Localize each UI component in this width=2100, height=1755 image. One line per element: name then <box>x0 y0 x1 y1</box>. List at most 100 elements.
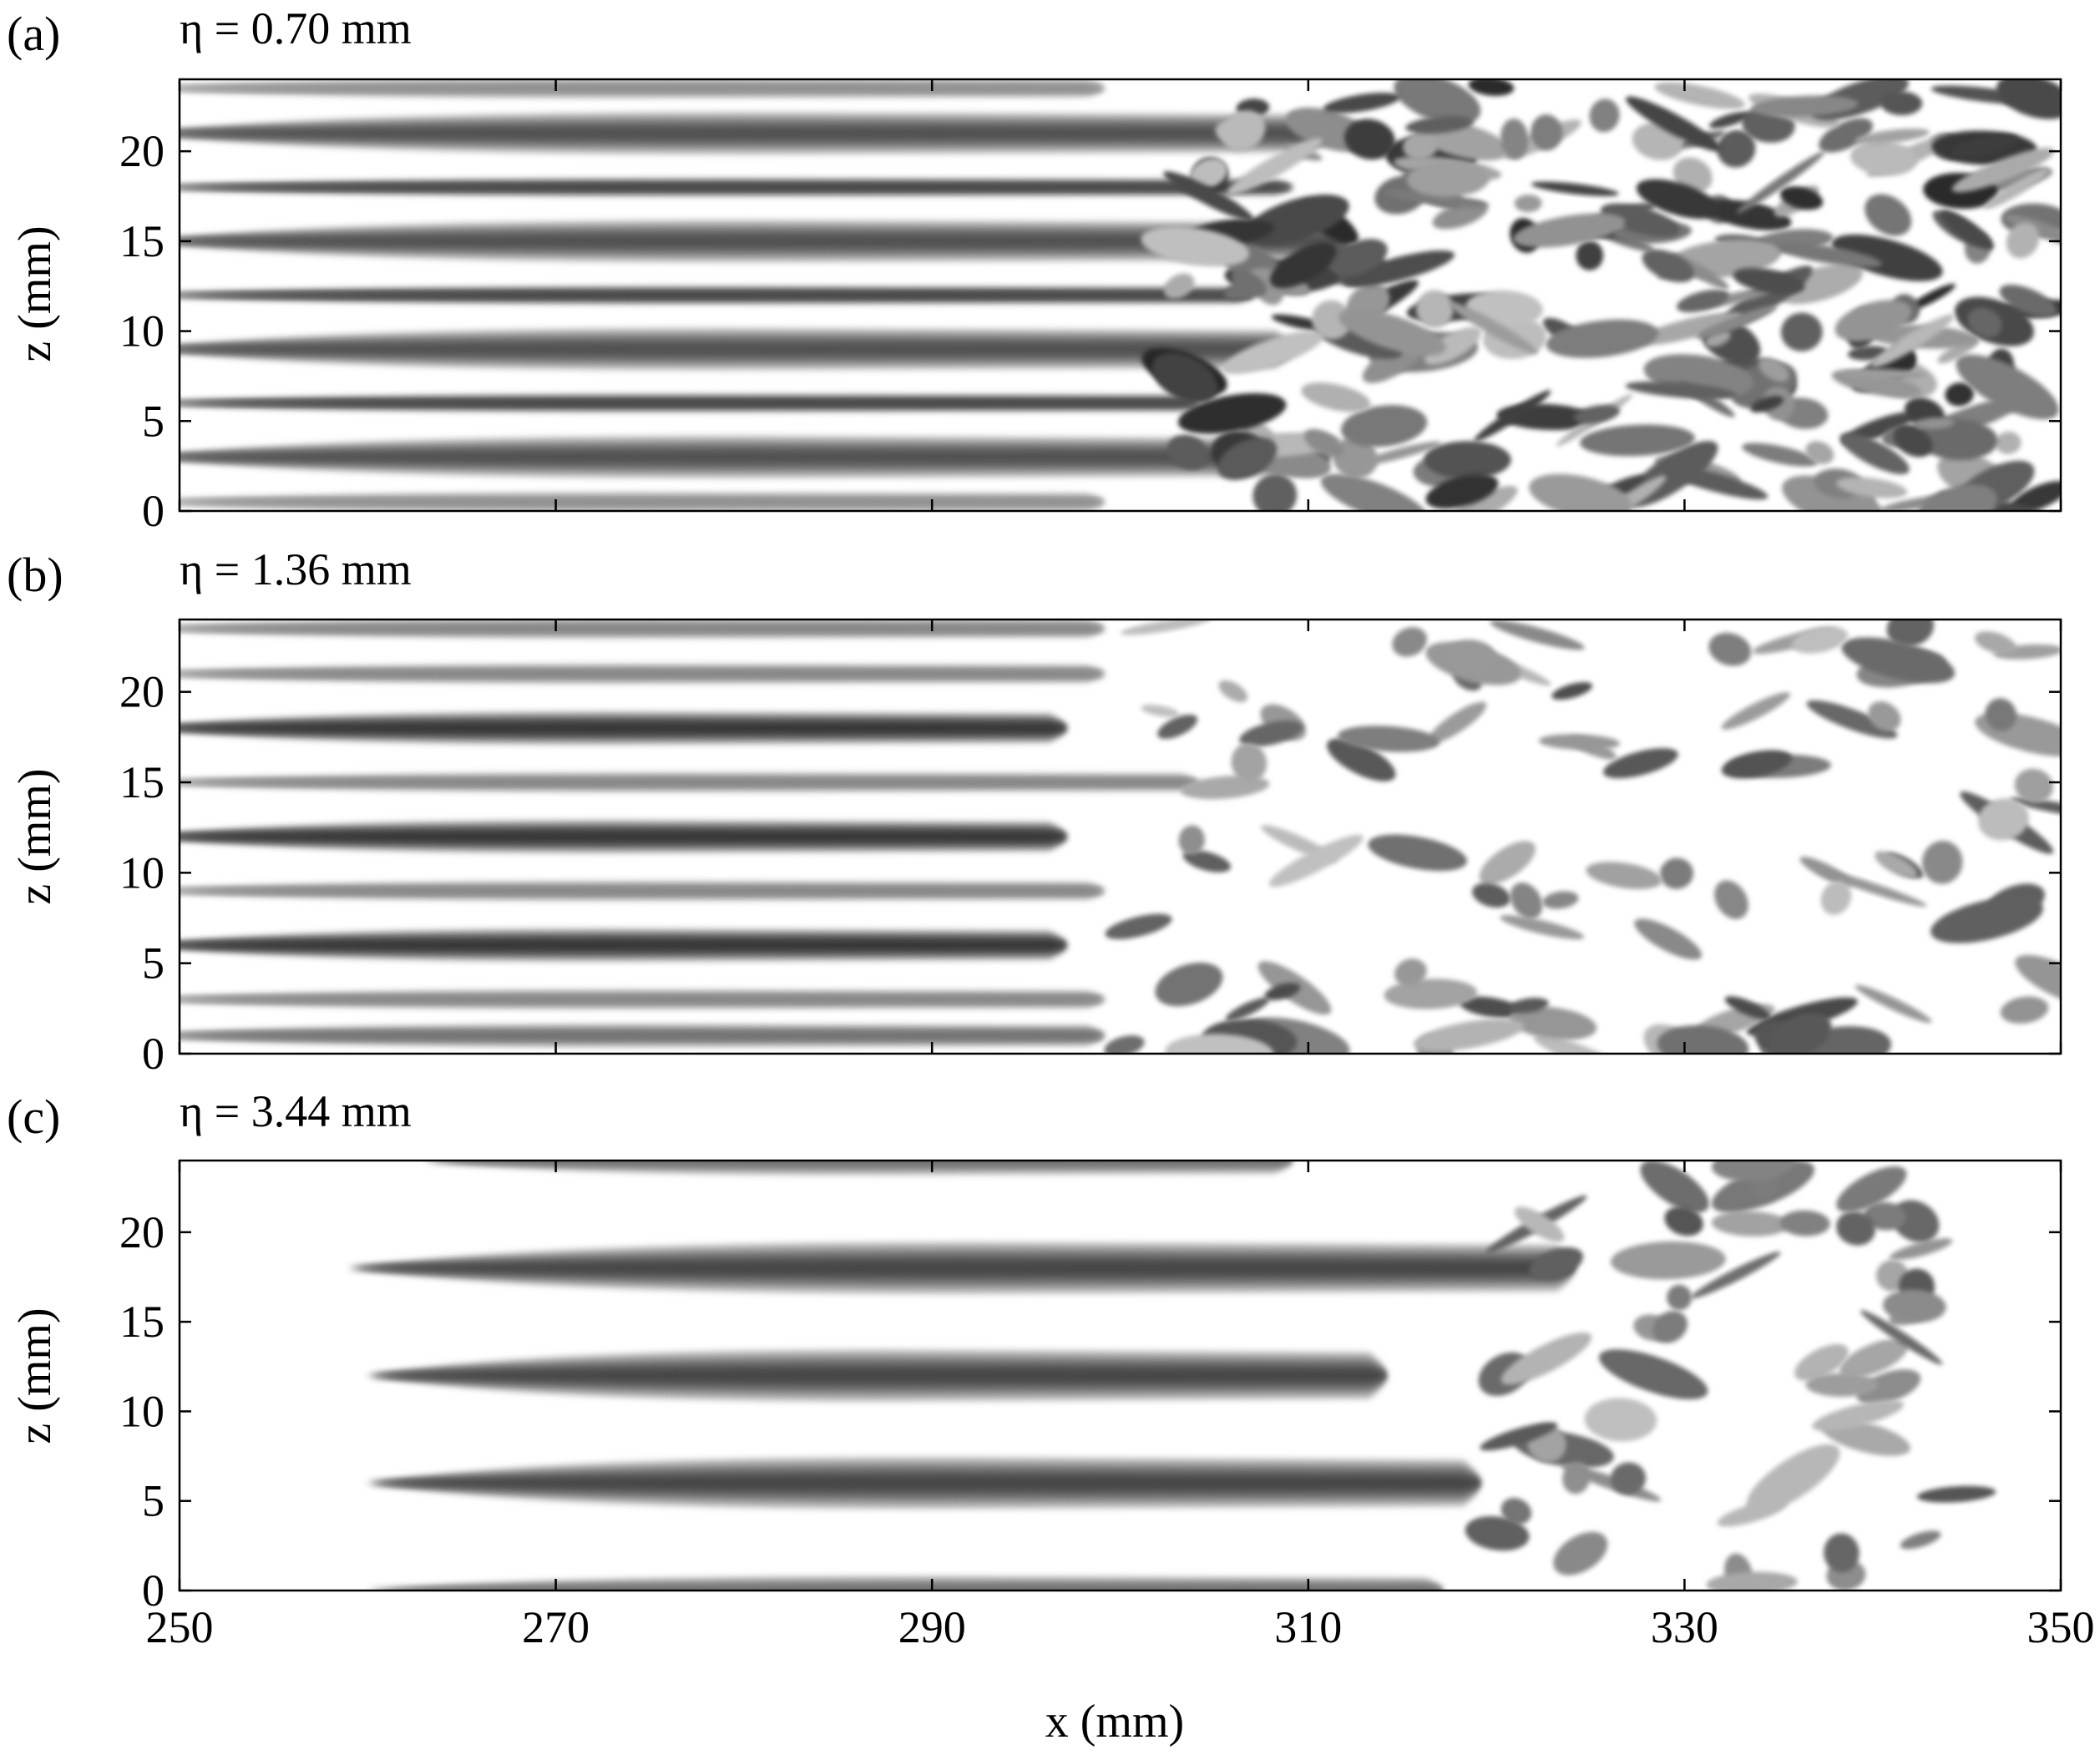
streak-contour <box>180 451 1329 463</box>
turbulence-blob <box>1708 632 1752 666</box>
turbulence-blob <box>1392 627 1428 657</box>
panel-a-ylabel: z (mm) <box>9 225 61 362</box>
turbulence-blob <box>1642 249 1694 283</box>
y-tick-label: 10 <box>119 847 164 898</box>
turbulence-blob <box>1977 798 2029 841</box>
y-tick-label: 5 <box>142 1476 164 1526</box>
turbulence-blob <box>1538 734 1621 751</box>
panel-b-ylabel: z (mm) <box>9 768 61 904</box>
turbulence-blob <box>1690 1252 1781 1299</box>
streak-contour <box>180 400 1198 406</box>
turbulence-blob <box>1706 1571 1798 1591</box>
turbulence-blob <box>1799 857 1853 887</box>
turbulence-blob <box>1472 883 1510 908</box>
turbulence-blob <box>1500 118 1529 159</box>
turbulence-blob <box>1610 1462 1647 1495</box>
turbulence-blob <box>1584 1398 1657 1442</box>
turbulence-blob <box>1708 111 1750 129</box>
turbulence-blob <box>2010 481 2061 511</box>
turbulence-blob <box>1403 132 1439 160</box>
turbulence-blob <box>1227 138 1323 195</box>
streak-contour <box>180 996 1104 1003</box>
streak-contour <box>180 1032 1104 1039</box>
turbulence-blob <box>1343 119 1395 160</box>
turbulence-blob <box>1875 851 1918 878</box>
y-tick-label: 20 <box>119 1207 164 1257</box>
streak-contour <box>367 1368 1386 1383</box>
turbulence-blob <box>1746 1444 1840 1514</box>
turbulence-blob <box>1542 891 1579 909</box>
streak-contour <box>180 940 1066 950</box>
turbulence-blob <box>1514 195 1542 213</box>
turbulence-blob <box>1357 441 1441 466</box>
turbulence-blob <box>1343 250 1455 287</box>
turbulence-blob <box>1513 213 1626 248</box>
y-tick-label: 5 <box>142 396 164 446</box>
turbulence-blob <box>1576 240 1604 271</box>
turbulence-blob <box>1662 465 1769 500</box>
turbulence-blob <box>2014 768 2053 803</box>
turbulence-blob <box>1780 312 1823 352</box>
y-tick-label: 20 <box>119 667 164 717</box>
x-tick-label: 290 <box>898 1602 966 1652</box>
panel-a-ticks: 0 5 10 15 20 <box>119 79 2062 536</box>
turbulence-blob <box>1951 148 2055 193</box>
turbulence-blob <box>1448 301 1538 355</box>
panel-c-title: η = 3.44 mm <box>180 1086 412 1136</box>
turbulence-blob <box>1445 640 1495 670</box>
turbulence-blob <box>1886 620 1935 647</box>
streak-contour <box>180 343 1292 356</box>
turbulence-blob <box>1531 181 1619 196</box>
turbulence-blob <box>1836 1211 1875 1246</box>
turbulence-blob <box>1824 1533 1860 1573</box>
turbulence-blob <box>1225 997 1270 1021</box>
streak-contour <box>180 498 1104 505</box>
turbulence-blob <box>1805 1373 1879 1397</box>
y-tick-label: 5 <box>142 938 164 989</box>
turbulence-blob <box>1600 203 1680 237</box>
turbulence-blob <box>1985 698 2017 731</box>
turbulence-blob <box>1654 82 1745 109</box>
turbulence-blob <box>1916 1485 1996 1503</box>
streak-contour <box>180 292 1254 298</box>
turbulence-blob <box>1551 682 1593 700</box>
turbulence-blob <box>1717 129 1756 168</box>
turbulence-blob <box>1913 417 1955 430</box>
turbulence-blob <box>1445 485 1518 511</box>
streak-contour <box>180 85 1104 92</box>
panel-c-tag: (c) <box>7 1090 60 1144</box>
turbulence-blob <box>1221 110 1266 152</box>
turbulence-blob <box>1157 714 1198 739</box>
turbulence-blob <box>1695 306 1777 339</box>
turbulence-blob <box>1950 134 2019 158</box>
turbulence-blob <box>1860 1310 1943 1365</box>
streak-contour <box>180 888 1104 894</box>
streak-contour <box>180 779 1198 786</box>
turbulence-blob <box>1916 484 1997 511</box>
turbulence-blob <box>1854 129 1930 144</box>
turbulence-blob <box>1758 357 1789 382</box>
turbulence-blob <box>1332 437 1378 478</box>
turbulence-blob <box>1432 201 1488 230</box>
streak-contour <box>180 670 1104 677</box>
x-tick-label: 250 <box>146 1602 214 1652</box>
turbulence-blob <box>1868 701 1901 731</box>
turbulence-blob <box>1721 750 1792 779</box>
turbulence-blob <box>1677 289 1729 313</box>
turbulence-blob <box>1232 271 1267 296</box>
turbulence-blob <box>1603 748 1678 779</box>
turbulence-blob <box>1812 1399 1904 1431</box>
turbulence-blob <box>1338 309 1446 356</box>
turbulence-blob <box>1839 432 1910 474</box>
turbulence-blob <box>1906 284 1956 311</box>
streak-contour <box>367 1475 1480 1490</box>
turbulence-blob <box>1995 431 2022 455</box>
turbulence-blob <box>1141 705 1180 717</box>
turbulence-blob <box>1940 210 1994 250</box>
turbulence-blob <box>2006 222 2040 259</box>
turbulence-blob <box>1714 880 1748 919</box>
panel-a: 0 5 10 15 20 (a) η = 0.70 mm z (mm) <box>7 3 2062 536</box>
turbulence-blob <box>1769 1013 1832 1054</box>
turbulence-blob <box>1625 381 1737 399</box>
turbulence-blob <box>1239 721 1303 747</box>
